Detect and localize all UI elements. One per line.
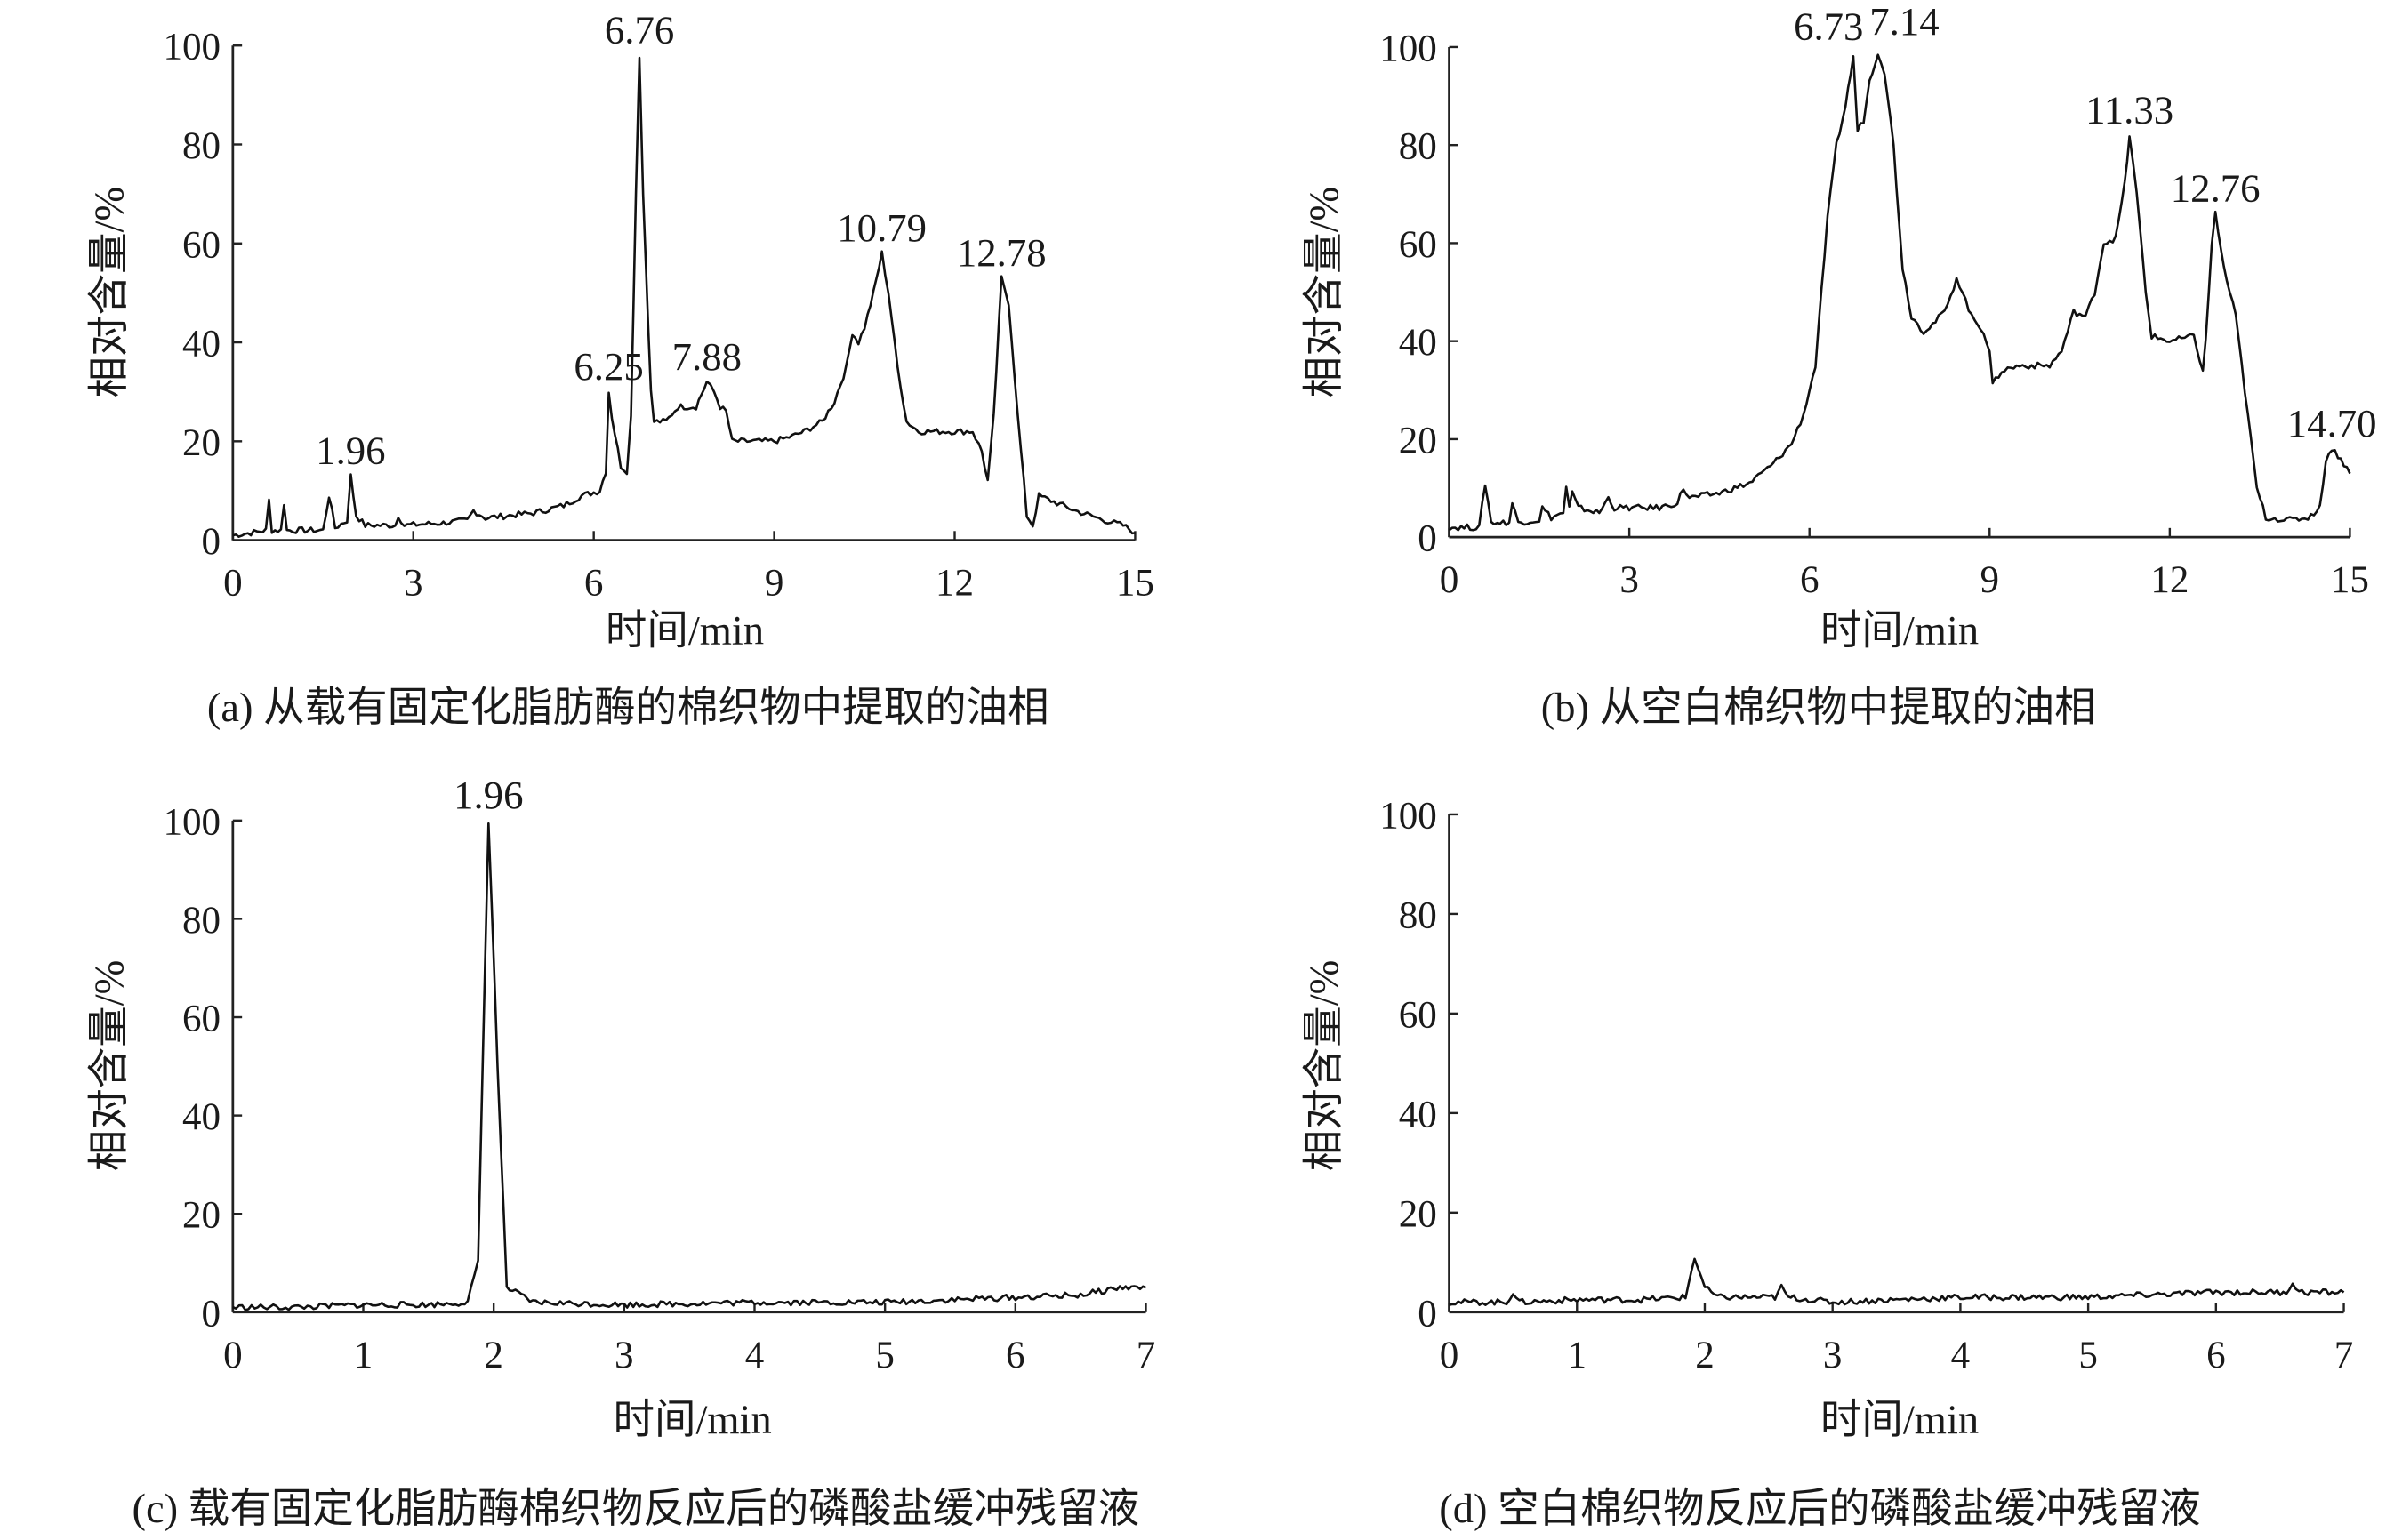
- x-tick-label: 15: [2331, 559, 2369, 601]
- y-tick-label: 20: [182, 1195, 221, 1237]
- peak-label: 1.96: [316, 429, 385, 473]
- peak-label: 6.25: [574, 344, 643, 389]
- y-axis-label: 相对含量/%: [1302, 187, 1347, 398]
- x-tick-label: 4: [745, 1335, 765, 1376]
- y-tick-label: 80: [1399, 126, 1437, 168]
- peak-label: 12.76: [2171, 166, 2261, 211]
- y-tick-label: 20: [1399, 420, 1437, 461]
- peak-label: 14.70: [2287, 401, 2377, 445]
- x-axis-label: 时间/min: [1820, 1398, 1979, 1443]
- y-tick-label: 100: [163, 801, 221, 843]
- x-tick-label: 3: [1823, 1335, 1843, 1376]
- y-tick-label: 40: [182, 1096, 221, 1138]
- panel-caption: (c) 载有固定化脂肪酶棉织物反应后的磷酸盐缓冲残留液: [133, 1487, 1140, 1532]
- x-tick-label: 1: [354, 1335, 374, 1376]
- panel-c: 0 1 2 3 4 5 6 7 0 20 40 60 80 100 1.96 时间/min 相对含量/% (c) …: [87, 773, 1155, 1532]
- x-tick-label: 2: [1695, 1335, 1715, 1376]
- peak-label: 1.96: [454, 773, 523, 817]
- series-line-b: [1448, 53, 2351, 532]
- panel-a: 0 3 6 9 12 15 0 20 40 60 80 100 1.96 6.25 6.76 7.88 10.7…: [87, 8, 1154, 731]
- y-tick-label: 100: [1379, 795, 1437, 837]
- y-tick-label: 60: [182, 224, 221, 266]
- x-tick-label: 5: [2078, 1335, 2098, 1376]
- series-line-c: [232, 822, 1146, 1311]
- y-tick-label: 20: [1399, 1193, 1437, 1235]
- y-tick-label: 40: [1399, 1094, 1437, 1135]
- peak-label: 12.78: [957, 230, 1047, 275]
- x-tick-label: 7: [1137, 1335, 1156, 1376]
- x-tick-label: 6: [1006, 1335, 1025, 1376]
- y-tick-label: 40: [1399, 322, 1437, 364]
- x-tick-label: 3: [1619, 559, 1639, 601]
- x-tick-label: 6: [584, 563, 604, 605]
- peak-label: 6.73: [1794, 4, 1863, 49]
- x-tick-label: 6: [2206, 1335, 2226, 1376]
- y-axis-label: 相对含量/%: [1302, 960, 1347, 1172]
- y-tick-label: 60: [1399, 994, 1437, 1036]
- y-tick-label: 60: [182, 999, 221, 1040]
- panel-caption: (a) 从载有固定化脂肪酶的棉织物中提取的油相: [207, 686, 1049, 731]
- y-tick-label: 0: [202, 1293, 221, 1335]
- panel-d: 0 1 2 3 4 5 6 7 0 20 40 60 80 100 时间/min 相对含量/% (d) 空白棉织…: [1302, 795, 2353, 1531]
- y-tick-label: 80: [182, 900, 221, 942]
- x-tick-label: 7: [2334, 1335, 2354, 1376]
- peak-label: 10.79: [837, 205, 927, 250]
- x-tick-label: 9: [765, 563, 784, 605]
- x-tick-label: 5: [875, 1335, 895, 1376]
- y-tick-label: 100: [163, 27, 221, 68]
- peak-label: 7.88: [672, 334, 742, 379]
- x-tick-label: 12: [936, 563, 974, 605]
- x-tick-label: 3: [615, 1335, 634, 1376]
- y-tick-label: 80: [1399, 894, 1437, 936]
- x-tick-label: 0: [1440, 1335, 1459, 1376]
- peak-label: 11.33: [2085, 87, 2173, 132]
- y-axis-label: 相对含量/%: [87, 960, 133, 1172]
- x-tick-label: 4: [1951, 1335, 1971, 1376]
- y-tick-label: 80: [182, 125, 221, 167]
- y-tick-label: 100: [1379, 28, 1437, 69]
- peak-label: 6.76: [605, 8, 674, 52]
- x-axis-label: 时间/min: [1820, 609, 1979, 654]
- x-tick-label: 0: [1440, 559, 1459, 601]
- peak-label: 7.14: [1869, 0, 1939, 44]
- y-tick-label: 20: [182, 422, 221, 464]
- y-tick-label: 0: [1418, 1293, 1437, 1335]
- x-axis-label: 时间/min: [606, 609, 764, 654]
- panel-caption: (b) 从空白棉织物中提取的油相: [1541, 686, 2096, 731]
- x-tick-label: 1: [1568, 1335, 1587, 1376]
- panel-caption: (d) 空白棉织物反应后的磷酸盐缓冲残留液: [1439, 1487, 2200, 1532]
- y-tick-label: 60: [1399, 224, 1437, 266]
- y-tick-label: 0: [1418, 518, 1437, 560]
- x-tick-label: 6: [1800, 559, 1820, 601]
- x-tick-label: 0: [223, 1335, 243, 1376]
- series-line-a: [232, 56, 1136, 538]
- x-tick-label: 9: [1980, 559, 2000, 601]
- x-tick-label: 3: [404, 563, 423, 605]
- x-tick-label: 2: [484, 1335, 503, 1376]
- y-tick-label: 0: [202, 521, 221, 563]
- panel-b: 0 3 6 9 12 15 0 20 40 60 80 100 6.73 7.14 11.33 12.76 14…: [1302, 0, 2377, 731]
- y-tick-label: 40: [182, 324, 221, 365]
- x-tick-label: 15: [1116, 563, 1154, 605]
- x-axis-label: 时间/min: [613, 1398, 771, 1443]
- x-tick-label: 0: [223, 563, 243, 605]
- y-axis-label: 相对含量/%: [87, 187, 133, 398]
- series-line-d: [1449, 1257, 2345, 1306]
- x-tick-label: 12: [2150, 559, 2189, 601]
